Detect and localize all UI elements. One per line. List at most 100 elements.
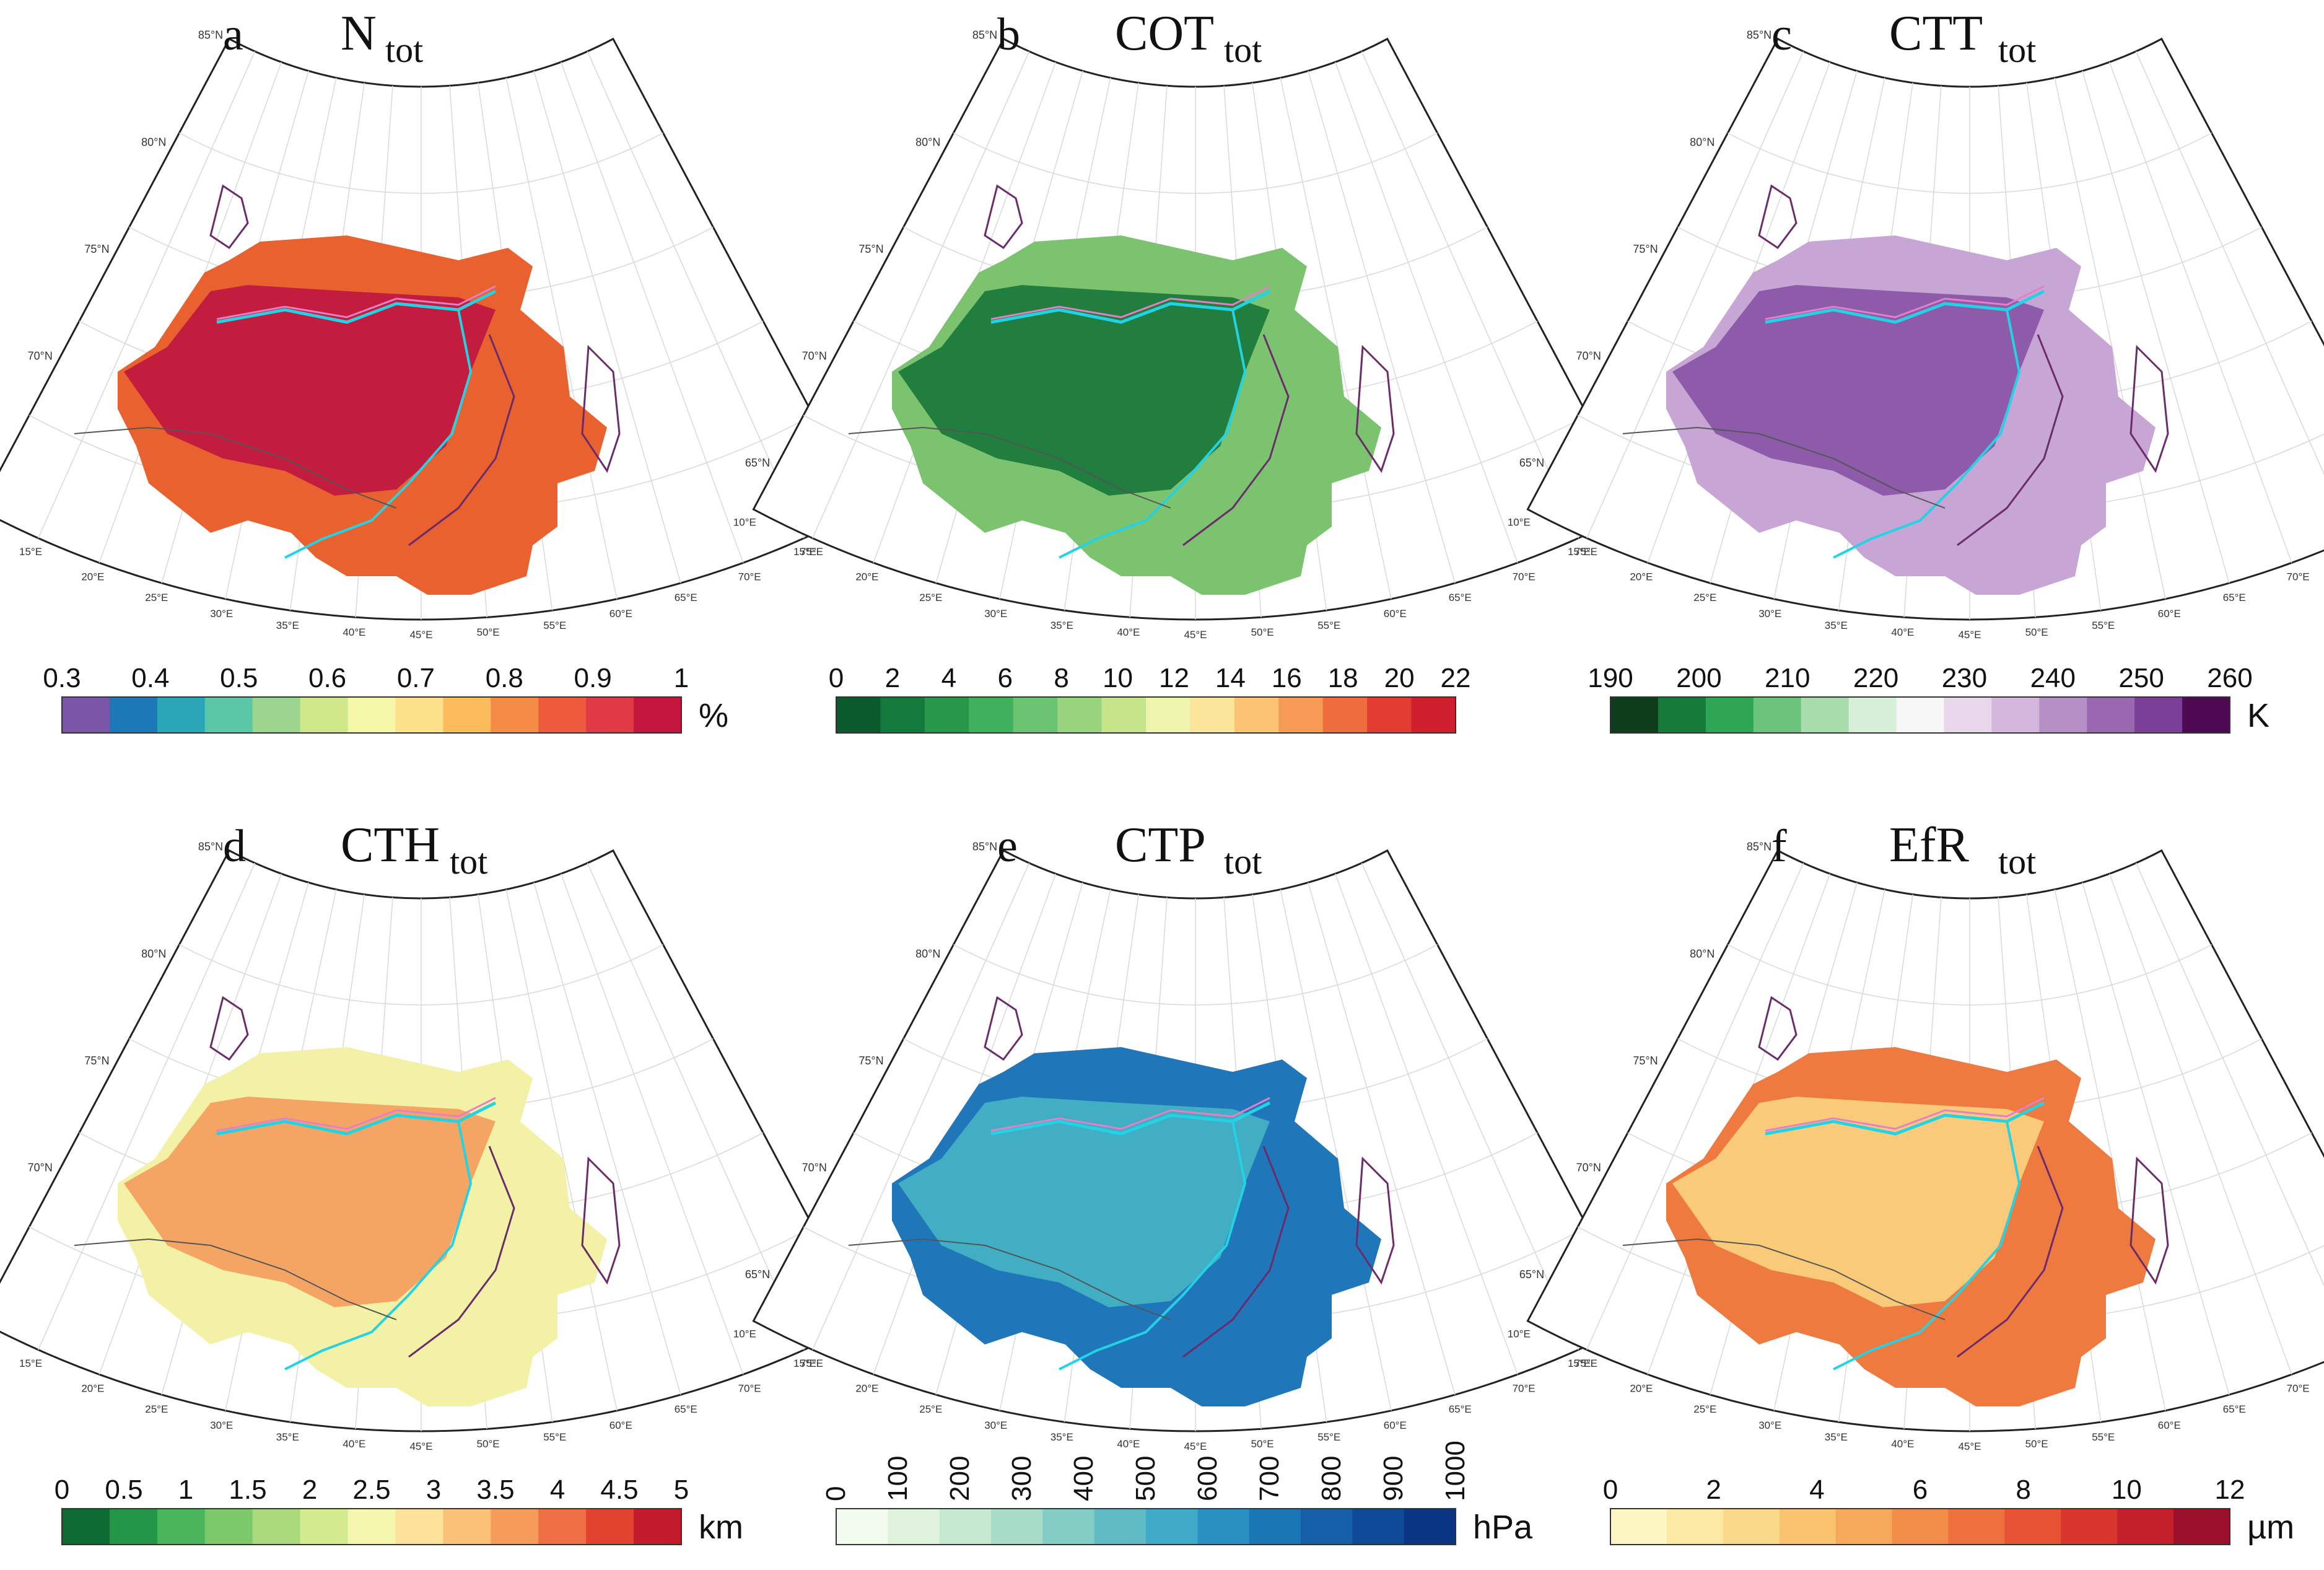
lon-label: 55°E [543, 620, 566, 631]
colorbar-swatch [347, 697, 396, 733]
panel-title-subscript: tot [385, 30, 423, 70]
panel-title: N [341, 6, 377, 61]
lon-label: 65°E [675, 592, 697, 603]
panel-e: 85°N 80°N 75°N 70°N 65°N 10°E 15°E 20°E 25°E 30°E… [733, 818, 1658, 1546]
data-field [124, 285, 496, 496]
colorbar-tick-label: 500 [1130, 1456, 1161, 1501]
meridian-line [533, 71, 681, 584]
coast-contour-pink [216, 285, 496, 320]
colorbar-swatch [1301, 1509, 1353, 1545]
colorbar-swatch [491, 1509, 540, 1545]
lat-label: 85°N [1747, 841, 1771, 853]
lat-label: 75°N [1633, 243, 1658, 255]
data-field [1672, 285, 2044, 496]
meridian-line [2054, 889, 2166, 1411]
coast-contour-cyan [1765, 289, 2045, 324]
lon-label: 35°E [1051, 1431, 1073, 1443]
colorbar-tick-label: 400 [1068, 1456, 1099, 1501]
lon-label: 45°E [1184, 629, 1207, 641]
lon-label: 25°E [1693, 1403, 1716, 1415]
lon-label: 15°E [793, 1357, 816, 1369]
colorbar-tick-label: 14 [1215, 663, 1246, 693]
panel-title: CTP [1115, 818, 1206, 872]
lat-label: 70°N [802, 1161, 827, 1173]
colorbar-tick-label: 4 [1809, 1475, 1824, 1505]
colorbar-swatch [1057, 697, 1103, 733]
colorbar-swatch [443, 697, 492, 733]
colorbar-tick-label: 4 [941, 663, 956, 693]
colorbar-swatch [109, 1509, 158, 1545]
coast-contour-cyan [990, 1101, 1271, 1136]
island-outline [984, 996, 1023, 1061]
coast-contour-pink [216, 1097, 496, 1132]
lon-label: 60°E [1384, 1419, 1407, 1431]
panel-letter: c [1771, 9, 1792, 60]
colorbar-tick-label: 0.9 [574, 663, 612, 693]
lon-label: 40°E [1117, 626, 1140, 638]
land-coastline [848, 426, 1171, 509]
colorbar-tick-label: 3.5 [476, 1475, 514, 1505]
island-outline [1758, 996, 1798, 1061]
lon-label: 30°E [984, 608, 1007, 620]
colorbar-unit: hPa [1473, 1509, 1533, 1546]
colorbar-swatch [491, 697, 540, 733]
inland-contour [1182, 334, 1290, 546]
colorbar-swatch [109, 697, 158, 733]
lon-label: 35°E [1825, 620, 1848, 631]
lon-label: 45°E [1958, 1441, 1981, 1452]
colorbar-swatch [252, 697, 301, 733]
river-contour [1833, 1121, 2021, 1370]
colorbar-tick-label: 16 [1272, 663, 1302, 693]
lat-label: 80°N [1690, 136, 1715, 148]
data-field [898, 285, 1270, 496]
island-outline [209, 184, 249, 250]
colorbar-swatch [1666, 1509, 1724, 1545]
panel-title: EfR [1889, 818, 1970, 872]
lon-label: 25°E [145, 1403, 168, 1415]
novaya-zemlya-outline [1355, 344, 1395, 473]
colorbar-swatch [1411, 697, 1456, 733]
colorbar-swatch [1610, 697, 1659, 733]
colorbar-swatch [634, 697, 682, 733]
panel-f: 85°N 80°N 75°N 70°N 65°N 10°E 15°E 20°E 25°E 30°E… [1508, 818, 2324, 1546]
colorbar-swatch [1610, 1509, 1667, 1545]
colorbar-tick-label: 0.4 [131, 663, 169, 693]
colorbar-swatch [204, 1509, 253, 1545]
lon-label: 25°E [145, 592, 168, 603]
parallel-line [953, 132, 1438, 194]
novaya-zemlya-outline [581, 344, 621, 473]
panel-d: 85°N 80°N 75°N 70°N 65°N 10°E 15°E 20°E 25°E 30°E… [0, 818, 883, 1546]
lon-label: 60°E [1384, 608, 1407, 620]
colorbar-unit: K [2247, 697, 2269, 734]
lon-label: 30°E [1758, 608, 1781, 620]
lat-label: 85°N [198, 841, 223, 853]
lon-label: 55°E [2092, 1431, 2115, 1443]
colorbar-tick-label: 20 [1384, 663, 1415, 693]
meridian-line [2082, 71, 2230, 584]
lon-label: 25°E [1693, 592, 1716, 603]
colorbar-tick-label: 900 [1378, 1456, 1409, 1501]
lon-label: 55°E [2092, 620, 2115, 631]
colorbar-swatch [1991, 697, 2040, 733]
coast-contour-pink [1765, 285, 2045, 320]
colorbar-swatch [1896, 697, 1945, 733]
colorbar-swatch [1892, 1509, 1949, 1545]
lon-label: 10°E [733, 517, 756, 528]
colorbar-swatch [1801, 697, 1850, 733]
coast-contour-cyan [216, 1101, 497, 1136]
coast-contour-pink [1765, 1097, 2045, 1132]
colorbar-tick-label: 4.5 [600, 1475, 638, 1505]
colorbar-swatch [1848, 697, 1897, 733]
lat-label: 75°N [84, 243, 109, 255]
colorbar-swatch [1948, 1509, 2006, 1545]
colorbar-swatch [1944, 697, 1993, 733]
colorbar-tick-label: 210 [1765, 663, 1810, 693]
panel-letter: f [1771, 821, 1787, 872]
meridian-line [812, 862, 1030, 1350]
island-outline [984, 184, 1023, 250]
novaya-zemlya-outline [2130, 344, 2169, 473]
meridian-line [561, 873, 744, 1375]
lon-label: 20°E [81, 1383, 104, 1395]
meridian-line [1586, 862, 1804, 1350]
lon-label: 50°E [1251, 1438, 1274, 1450]
